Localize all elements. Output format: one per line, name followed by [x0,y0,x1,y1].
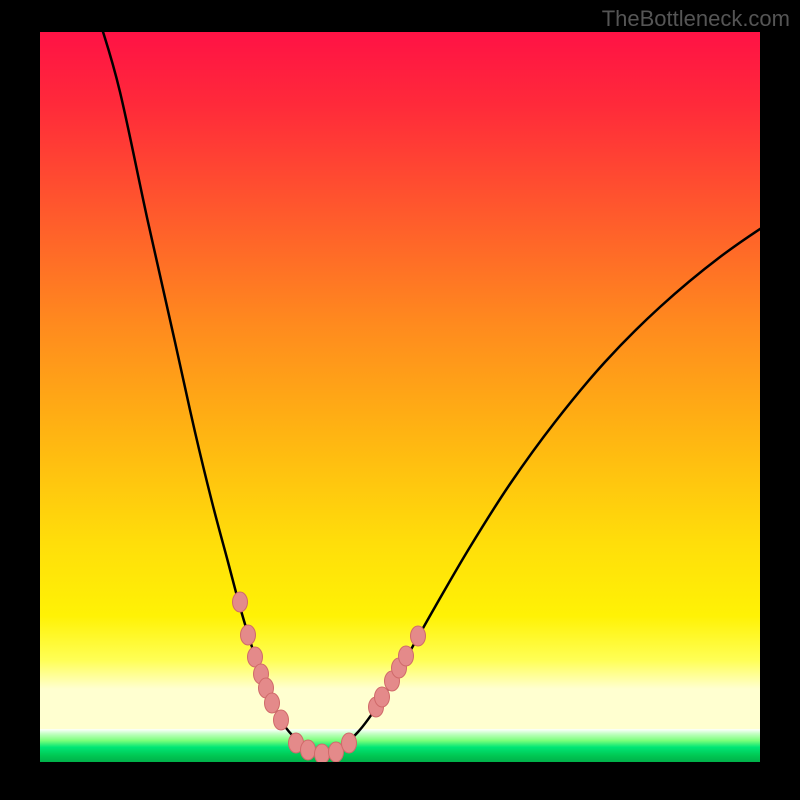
data-marker [399,646,414,666]
data-marker [301,740,316,760]
data-marker [233,592,248,612]
right-curve [320,187,760,754]
data-marker [342,733,357,753]
data-marker [274,710,289,730]
chart-plot-area [40,32,760,762]
data-marker [411,626,426,646]
data-marker [241,625,256,645]
watermark-text: TheBottleneck.com [602,6,790,32]
data-marker [265,693,280,713]
curve-layer [40,32,760,762]
left-curve [100,32,320,754]
data-marker [315,744,330,762]
data-markers [233,592,426,762]
data-marker [375,687,390,707]
